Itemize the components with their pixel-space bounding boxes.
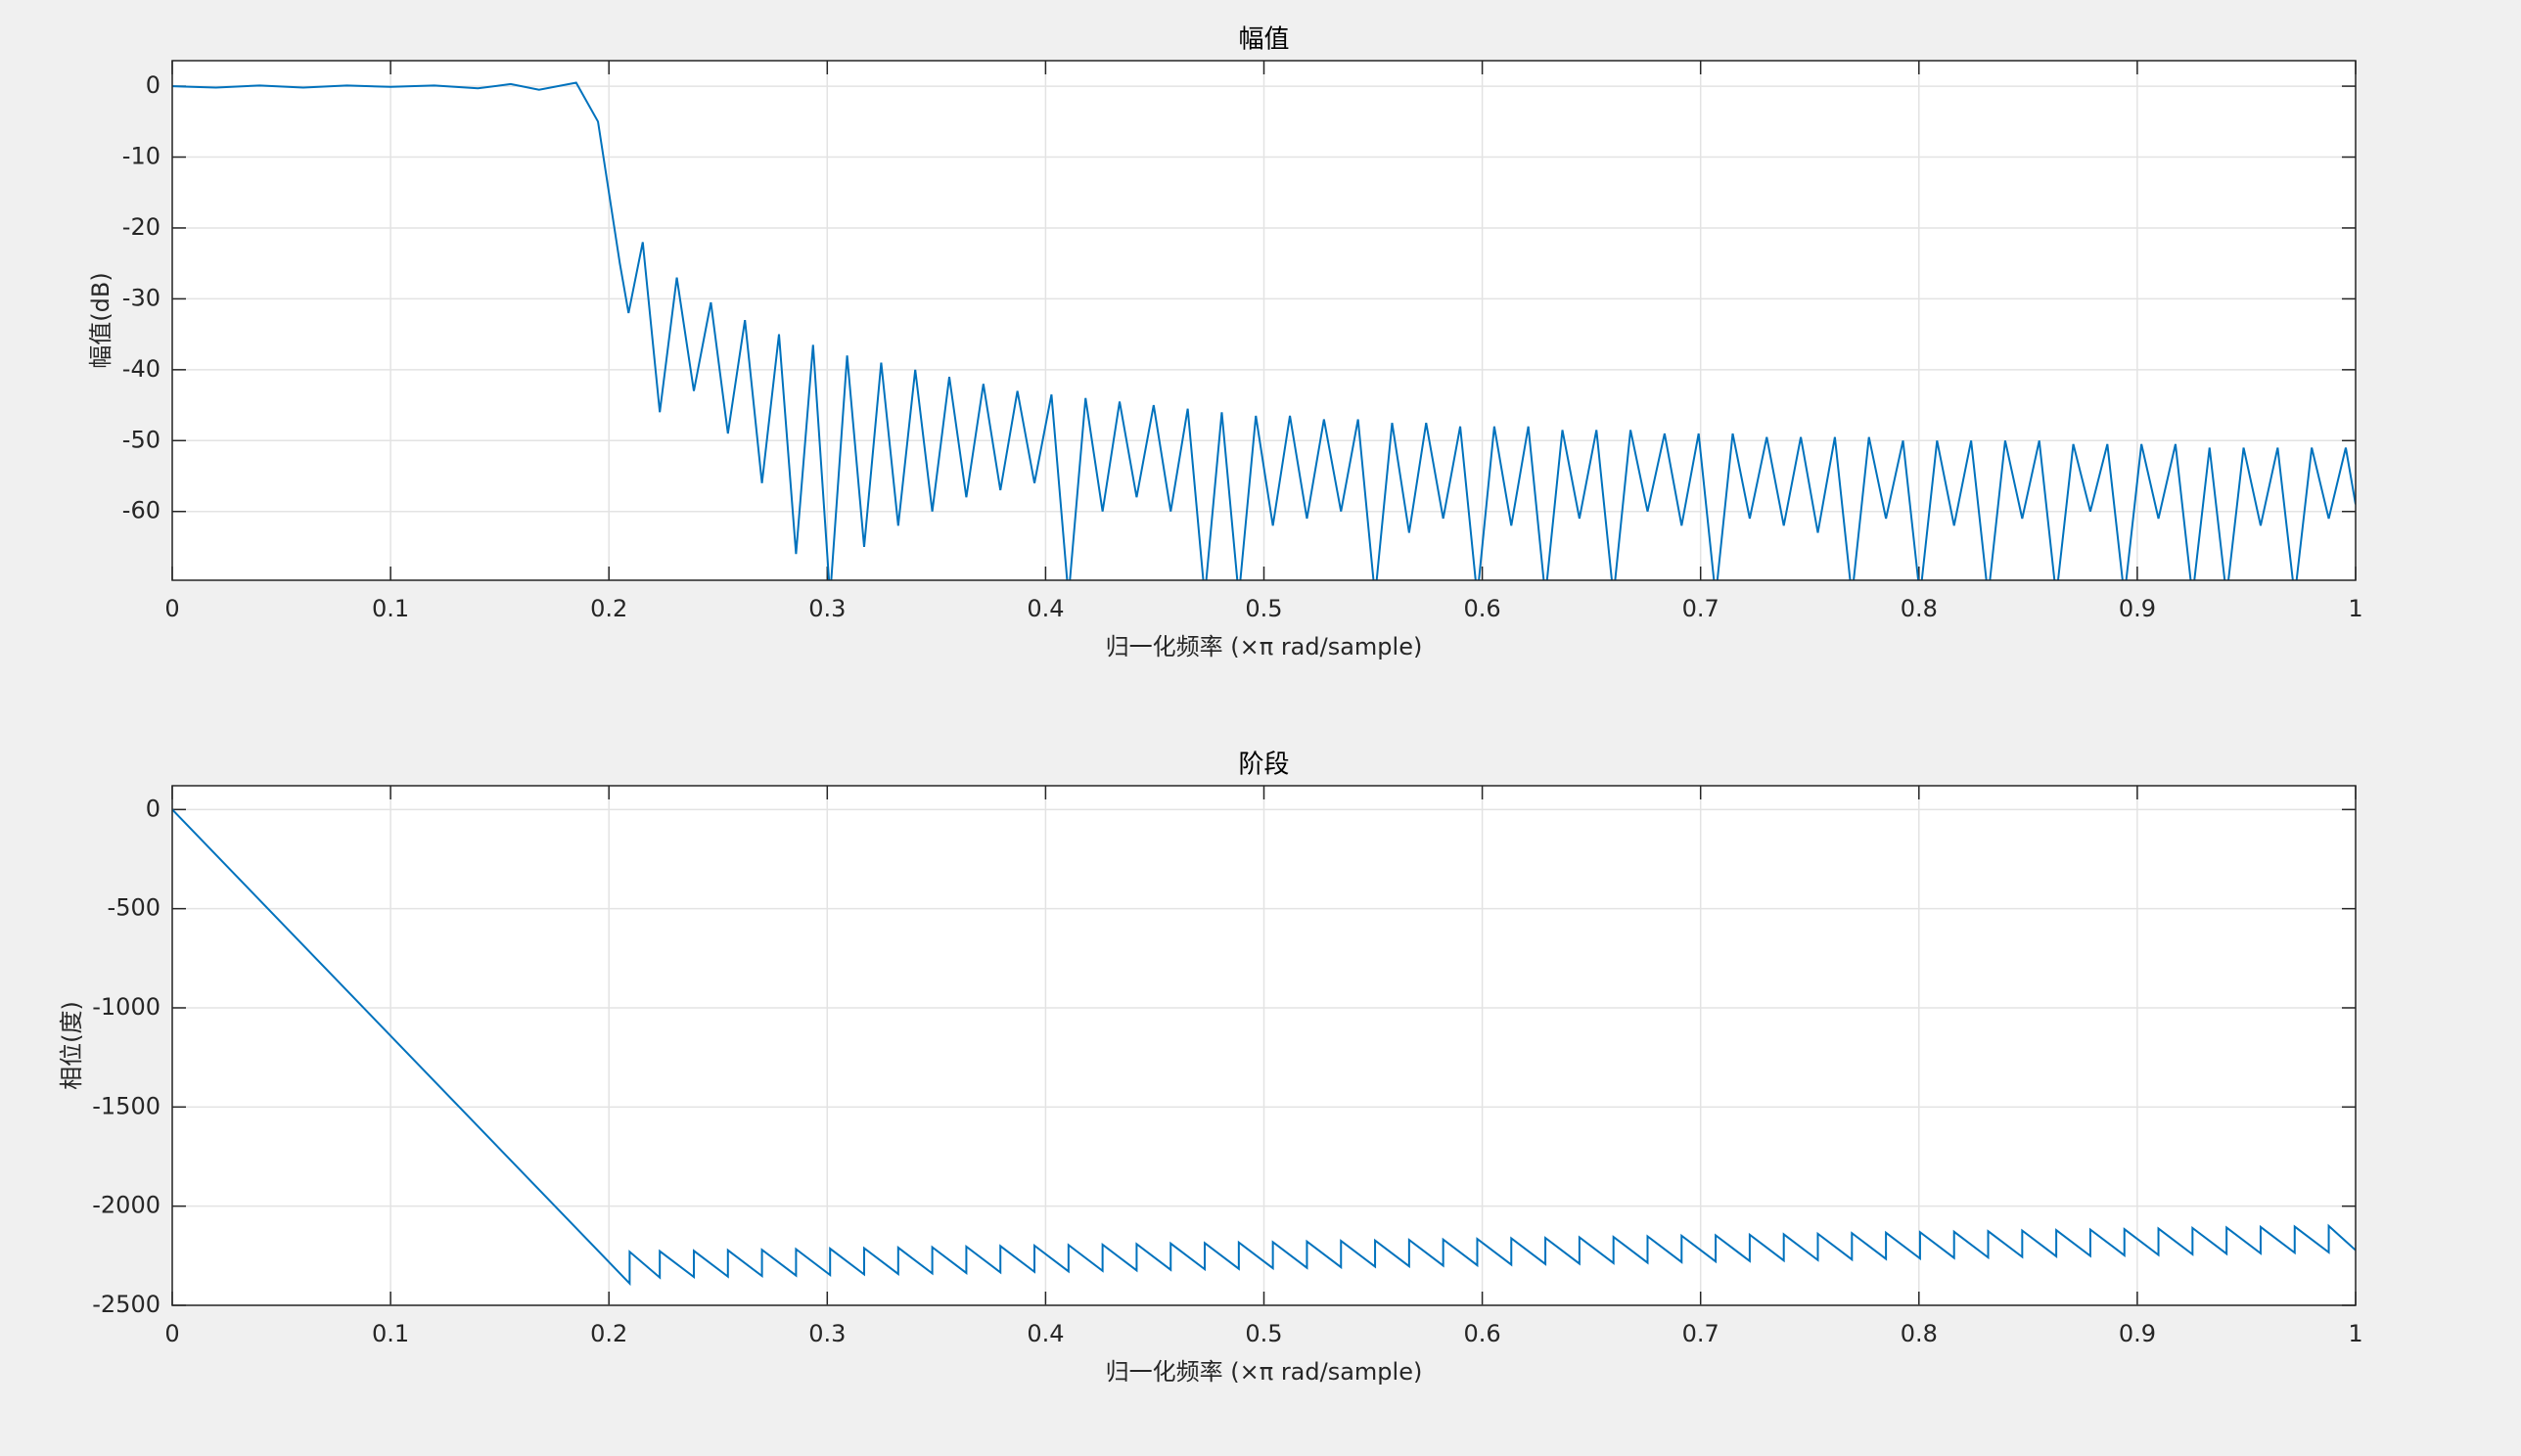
y-tick-label: -2000 [92,1192,160,1219]
x-tick-label: 0.6 [1464,595,1501,622]
x-axis-label: 归一化频率 (×π rad/sample) [1106,633,1423,660]
x-tick-label: 0.5 [1245,1320,1282,1347]
y-tick-label: -40 [122,355,160,383]
x-tick-label: 0.4 [1027,595,1064,622]
y-tick-label: -500 [108,894,160,922]
x-tick-label: 0.9 [2119,595,2156,622]
x-tick-label: 0.7 [1682,1320,1719,1347]
y-axis-label: 相位(度) [58,1001,85,1090]
x-tick-label: 0.8 [1901,595,1938,622]
x-tick-label: 0.3 [808,595,846,622]
y-tick-label: -50 [122,426,160,453]
y-tick-label: -60 [122,497,160,524]
x-tick-label: 0.1 [372,595,409,622]
line-series [172,81,2356,580]
x-axis-label: 归一化频率 (×π rad/sample) [1106,1358,1423,1386]
axes-box [171,60,2357,581]
x-tick-label: 0.9 [2119,1320,2156,1347]
y-tick-label: 0 [146,795,160,822]
x-tick-label: 0.5 [1245,595,1282,622]
x-tick-label: 1 [2348,1320,2362,1347]
axes-title: 幅值 [1238,25,1289,55]
y-tick-label: -1500 [92,1092,160,1119]
x-tick-label: 0.1 [372,1320,409,1347]
axes-title: 阶段 [1238,751,1289,780]
x-tick-label: 0.2 [590,595,627,622]
y-tick-label: -1000 [92,993,160,1021]
x-tick-label: 0.3 [808,1320,846,1347]
x-tick-label: 0 [164,595,179,622]
x-tick-label: 0.6 [1464,1320,1501,1347]
x-tick-label: 1 [2348,595,2362,622]
line-series [172,808,2356,1287]
y-tick-label: -2500 [92,1291,160,1318]
axes-box [171,785,2357,1306]
x-tick-label: 0.8 [1901,1320,1938,1347]
y-axis-label: 幅值(dB) [87,272,115,368]
x-tick-label: 0.2 [590,1320,627,1347]
y-tick-label: 0 [146,71,160,99]
x-tick-label: 0.4 [1027,1320,1064,1347]
y-tick-label: -30 [122,284,160,311]
x-tick-label: 0.7 [1682,595,1719,622]
x-tick-label: 0 [164,1320,179,1347]
y-tick-label: -10 [122,143,160,170]
y-tick-label: -20 [122,213,160,241]
